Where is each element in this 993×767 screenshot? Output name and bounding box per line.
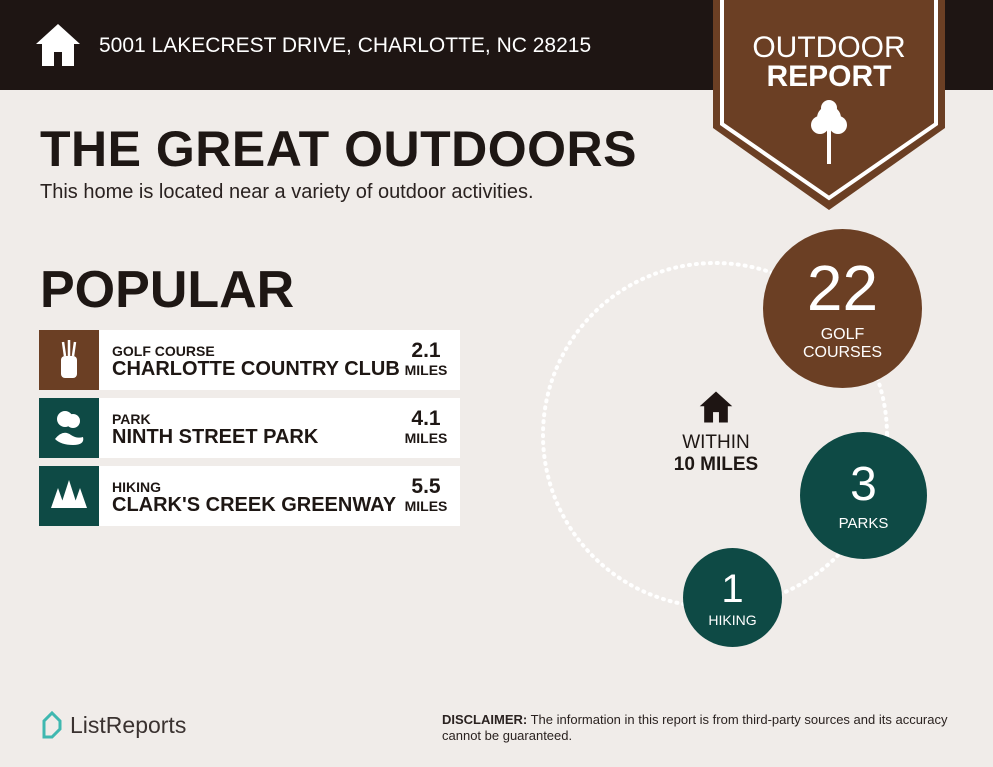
item-name: CLARK'S CREEK GREENWAY (112, 494, 397, 516)
listreports-logo-icon (42, 711, 62, 739)
parks-count: 3 PARKS (800, 432, 927, 559)
golf-courses-count: 22 GOLF COURSES (763, 229, 922, 388)
item-category: GOLF COURSE (112, 343, 215, 359)
radius-ring (541, 261, 889, 609)
list-item: HIKING CLARK'S CREEK GREENWAY 5.5 MILES (39, 466, 460, 526)
property-address: 5001 LAKECREST DRIVE, CHARLOTTE, NC 2821… (99, 34, 592, 57)
item-distance: 4.1 MILES (404, 407, 448, 446)
hiking-count: 1 HIKING (683, 548, 782, 647)
list-item: PARK NINTH STREET PARK 4.1 MILES (39, 398, 460, 458)
park-icon (39, 398, 99, 458)
item-name: CHARLOTTE COUNTRY CLUB (112, 358, 400, 380)
badge-line2: REPORT (766, 60, 892, 93)
golf-bag-icon (39, 330, 99, 390)
item-category: HIKING (112, 479, 161, 495)
list-item: GOLF COURSE CHARLOTTE COUNTRY CLUB 2.1 MI… (39, 330, 460, 390)
home-icon (699, 391, 733, 423)
disclaimer: DISCLAIMER: The information in this repo… (442, 712, 948, 743)
badge-line1: OUTDOOR (752, 31, 906, 64)
listreports-logo[interactable]: ListReports (40, 711, 186, 739)
item-category: PARK (112, 411, 151, 427)
pine-trees-icon (39, 466, 99, 526)
page-title: THE GREAT OUTDOORS (40, 121, 637, 177)
item-name: NINTH STREET PARK (112, 426, 319, 448)
tree-icon (811, 100, 847, 164)
page-subtitle: This home is located near a variety of o… (40, 181, 534, 203)
home-icon (36, 24, 80, 66)
radius-label: WITHIN 10 MILES (673, 432, 759, 475)
item-distance: 2.1 MILES (404, 339, 448, 378)
item-distance: 5.5 MILES (404, 475, 448, 514)
popular-heading: POPULAR (40, 261, 295, 319)
outdoor-report-badge (713, 0, 945, 210)
